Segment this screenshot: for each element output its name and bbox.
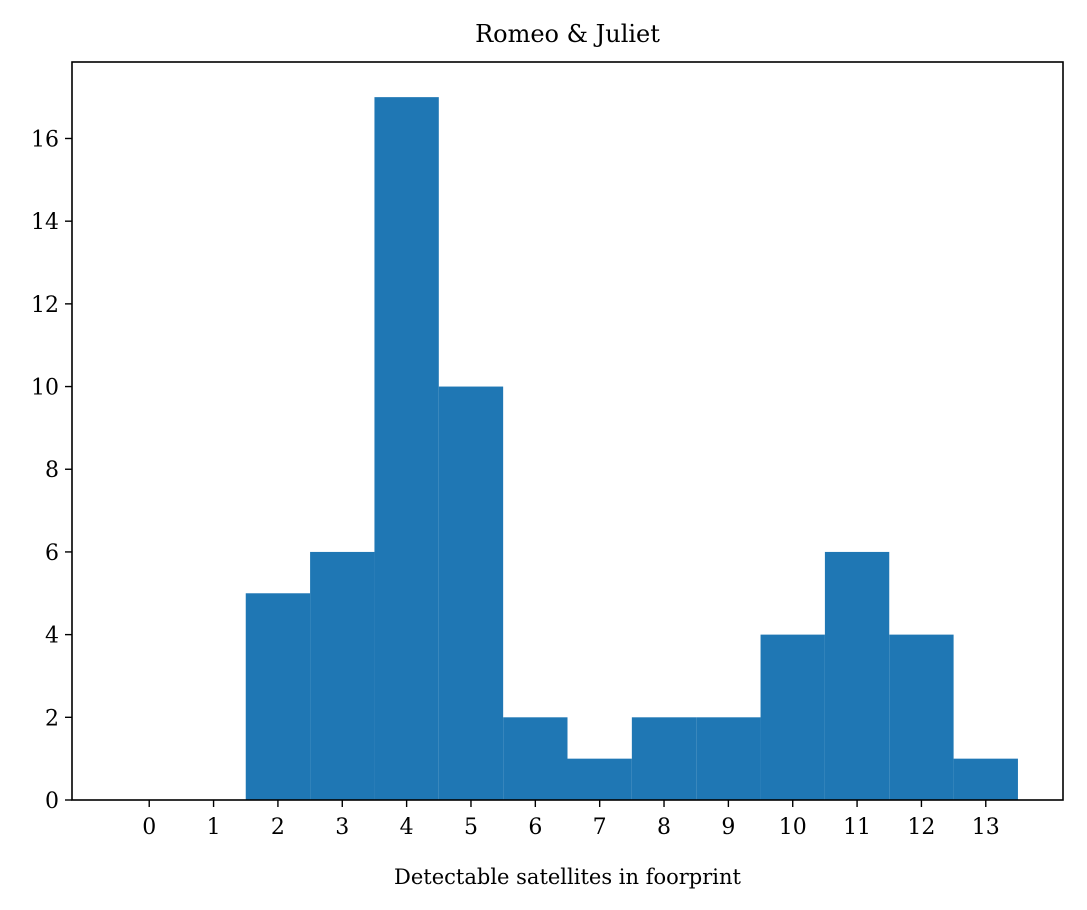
x-tick-label: 12 (907, 815, 935, 840)
y-tick-label: 6 (45, 541, 59, 566)
bar-8 (631, 717, 697, 800)
bar-4 (374, 97, 439, 800)
y-tick-label: 14 (31, 210, 59, 235)
bar-12 (889, 634, 954, 800)
x-tick-label: 0 (142, 815, 156, 840)
y-tick-label: 4 (45, 624, 59, 649)
bar-6 (503, 717, 568, 800)
x-tick-label: 7 (593, 815, 607, 840)
x-tick-label: 10 (779, 815, 807, 840)
y-tick-label: 8 (45, 458, 59, 483)
x-tick-label: 11 (843, 815, 871, 840)
bar-11 (824, 551, 890, 800)
x-axis: 0 1 2 3 4 5 6 7 8 9 10 11 12 13 (142, 800, 1000, 840)
bar-13 (953, 758, 1018, 800)
y-tick-label: 2 (45, 706, 59, 731)
x-tick-label: 3 (335, 815, 349, 840)
y-tick-label: 16 (31, 127, 59, 152)
x-tick-label: 9 (721, 815, 735, 840)
bar-10 (760, 634, 825, 800)
x-tick-label: 6 (528, 815, 542, 840)
y-axis: 0 2 4 6 8 10 12 14 16 (31, 127, 72, 814)
bar-7 (567, 758, 632, 800)
bar-5 (438, 386, 504, 800)
y-tick-label: 10 (31, 376, 59, 401)
bar-9 (696, 717, 761, 800)
bar-3 (310, 551, 375, 800)
x-tick-label: 2 (271, 815, 285, 840)
x-axis-title: Detectable satellites in foorprint (394, 865, 741, 889)
y-tick-label: 12 (31, 293, 59, 318)
x-tick-label: 8 (657, 815, 671, 840)
plot-frame (71, 61, 1064, 801)
x-tick-label: 4 (400, 815, 414, 840)
x-tick-label: 5 (464, 815, 478, 840)
bars-group (245, 97, 1018, 800)
x-tick-label: 1 (207, 815, 221, 840)
chart-title: Romeo & Juliet (475, 20, 660, 48)
x-tick-label: 13 (972, 815, 1000, 840)
bar-2 (245, 593, 311, 800)
y-tick-label: 0 (45, 789, 59, 814)
